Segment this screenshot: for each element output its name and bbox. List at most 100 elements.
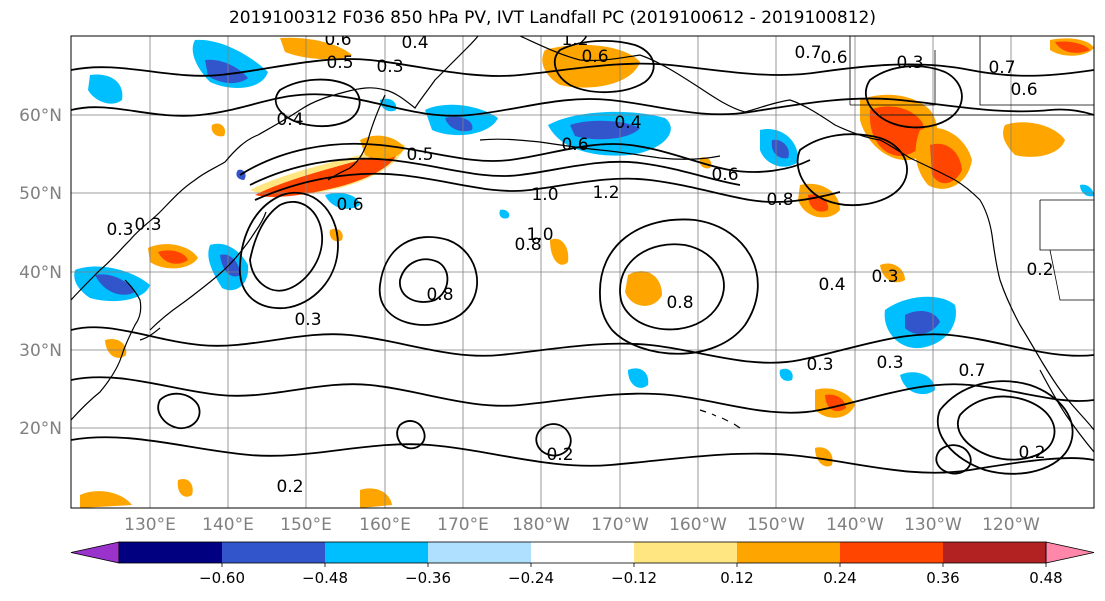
contour-label: 0.5: [406, 145, 433, 165]
pv-anomaly-shade: [570, 120, 640, 140]
pv-anomaly-shade: [905, 310, 940, 334]
lat-label: 20°N: [19, 419, 62, 439]
lon-label: 160°W: [669, 515, 727, 535]
contour-label: 0.6: [1010, 80, 1037, 100]
pv-anomaly-shade: [1003, 122, 1065, 157]
contour-label: 0.8: [514, 235, 541, 255]
pv-anomaly-shade: [88, 74, 123, 104]
pv-anomaly-shade: [445, 116, 473, 132]
contour-label: 0.3: [806, 355, 833, 375]
colorbar-segment: [943, 542, 1046, 563]
contour-labels: 0.40.60.50.40.30.60.40.60.30.51.0 1.20.60…: [106, 30, 1053, 497]
contour-line: [274, 78, 361, 128]
pv-anomaly-shade: [220, 254, 240, 277]
latitude-labels: 60°N 50°N 40°N 30°N 20°N: [19, 106, 62, 439]
na-west-coast: [909, 157, 1094, 431]
pv-anomaly-shade: [1055, 41, 1090, 53]
pv-anomaly-shade: [280, 37, 352, 60]
pv-anomaly-shade: [105, 338, 127, 358]
colorbar-segment: [428, 542, 531, 563]
colorbar-tick-label: −0.36: [405, 569, 451, 587]
pv-anomaly-shade: [779, 368, 793, 381]
colorbar-tick-label: −0.60: [199, 569, 245, 587]
colorbar-tick-label: 0.24: [823, 569, 856, 587]
contour-label: 1.0: [531, 185, 558, 205]
colorbar-lower-extend: [70, 541, 120, 564]
contour-label: 0.8: [666, 293, 693, 313]
china-coast: [71, 279, 142, 421]
contour-line: [157, 392, 201, 430]
pv-anomaly-shade: [499, 209, 510, 219]
colorbar-segment: [531, 542, 634, 563]
aleutians: [479, 138, 721, 160]
contour-label: 0.3: [106, 220, 133, 240]
pv-anomaly-shade: [815, 447, 833, 467]
contour-line: [254, 172, 841, 203]
contour-label: 0.7: [958, 361, 985, 381]
contour-label: 0.8: [766, 190, 793, 210]
lon-label: 160°E: [359, 515, 411, 535]
contour-label: 0.4: [614, 113, 641, 133]
contour-line: [71, 93, 1094, 117]
contour-line: [239, 142, 811, 176]
contour-line: [864, 65, 963, 129]
contour-label: 0.7: [794, 43, 821, 63]
colorbar-upper-extend: [1045, 541, 1095, 564]
contour-label: 0.3: [294, 310, 321, 330]
contour-label: 0.2: [1018, 443, 1045, 463]
contour-label: 0.6: [336, 195, 363, 215]
contour-label: 1.0: [526, 225, 553, 245]
contour-line: [599, 218, 759, 355]
longitude-labels: 130°E 140°E 150°E 160°E 170°E 180°W 170°W 160°W…: [124, 515, 1040, 535]
contour-label: 0.8: [426, 285, 453, 305]
pv-anomaly-shade: [325, 193, 360, 209]
contour-label: 1.2: [561, 30, 588, 50]
contour-line: [379, 236, 478, 326]
pv-anomaly-shade: [550, 238, 569, 265]
contour-line: [249, 157, 741, 186]
colorbar-segment: [325, 542, 428, 563]
coastlines: [71, 36, 1094, 453]
contour-label: 0.6: [561, 135, 588, 155]
pv-anomaly-shade: [880, 263, 905, 283]
contour-label: 1.2: [592, 183, 619, 203]
lon-label: 170°W: [591, 515, 649, 535]
contour-label: 0.6: [820, 48, 847, 68]
contour-label: 0.4: [818, 275, 845, 295]
political-borders: [849, 36, 1094, 301]
contour-label: 0.2: [276, 477, 303, 497]
lat-label: 60°N: [19, 106, 62, 126]
contour-line: [71, 436, 1094, 474]
lon-label: 140°W: [826, 515, 884, 535]
contour-line: [399, 258, 449, 303]
pv-anomaly-shade: [628, 368, 649, 388]
colorbar-segment: [634, 542, 737, 563]
contour-label: 0.4: [276, 110, 303, 130]
pv-anomaly-shade: [930, 143, 962, 184]
contour-label: 0.3: [871, 267, 898, 287]
contour-label: 0.3: [896, 53, 923, 73]
contour-label: 0.5: [326, 53, 353, 73]
contour-line: [71, 376, 1094, 414]
colorbar: −0.60 −0.48 −0.36 −0.24 −0.12 0.12 0.24 0.36 0.4…: [70, 541, 1095, 587]
colorbar-tick-label: 0.12: [720, 569, 753, 587]
pv-anomaly-shade: [158, 250, 188, 264]
contour-line: [937, 380, 1074, 475]
pv-anomaly-shade: [360, 488, 392, 508]
contour-label: 0.6: [324, 30, 351, 50]
hawaii-islands: [699, 409, 741, 429]
contour-label: 0.3: [376, 57, 403, 77]
pv-anomaly-shade: [329, 228, 343, 242]
japan-coast: [139, 211, 267, 341]
kamchatka-coast: [327, 94, 386, 181]
contour-line: [935, 444, 972, 475]
contour-line: [619, 243, 725, 331]
pv-contours: [71, 40, 1094, 475]
colorbar-segment: [737, 542, 840, 563]
contour-label: 0.7: [988, 58, 1015, 78]
pv-anomaly-shade: [360, 135, 405, 160]
pv-anomaly-shade: [211, 123, 226, 137]
lon-label: 130°W: [904, 515, 962, 535]
colorbar-tick-label: −0.48: [302, 569, 348, 587]
